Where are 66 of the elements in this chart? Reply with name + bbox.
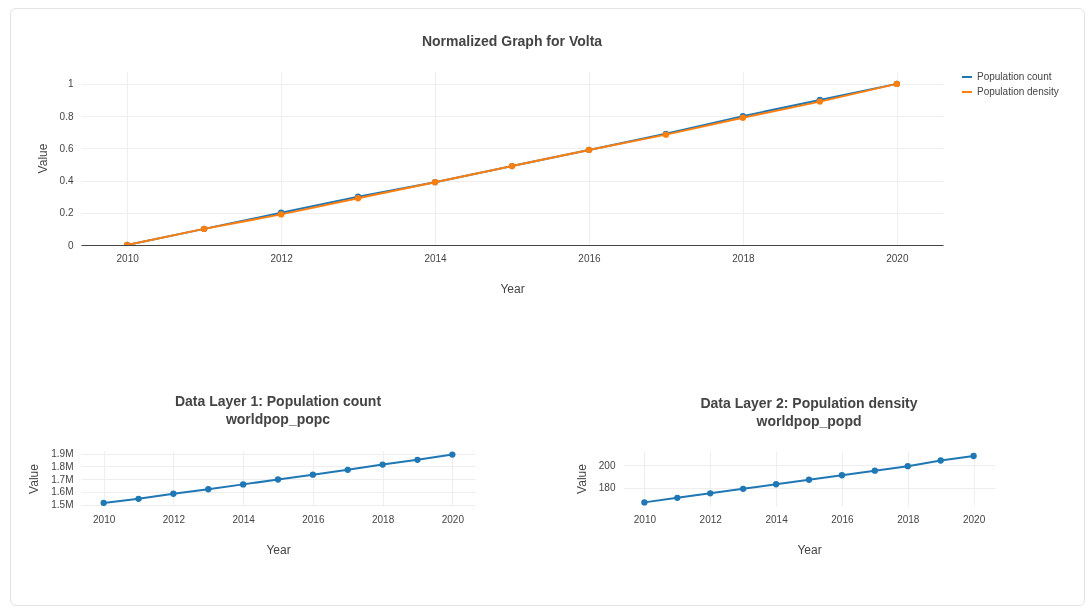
point <box>309 471 317 478</box>
x-tick-label: 2018 <box>732 252 755 264</box>
point <box>100 499 107 506</box>
point <box>937 457 944 464</box>
point <box>871 467 878 474</box>
x-tick-label: 2010 <box>116 252 140 264</box>
point <box>674 494 681 502</box>
y-tick-label: 180 <box>598 482 616 494</box>
y-tick-label: 0.2 <box>59 207 74 219</box>
chart-subtitle: worldpop_popc <box>224 410 331 427</box>
point <box>135 495 142 502</box>
point <box>414 456 421 463</box>
point <box>205 486 212 493</box>
x-axis-title: Year <box>500 281 525 296</box>
x-tick-label: 2020 <box>441 513 465 525</box>
point <box>707 490 714 497</box>
point <box>838 472 846 479</box>
x-tick-label: 2018 <box>897 513 920 525</box>
y-axis-title: Value <box>574 463 589 494</box>
chart-title: Normalized Graph for Volta <box>421 33 603 49</box>
point <box>239 481 247 488</box>
y-tick-label: 0.8 <box>59 110 74 122</box>
x-tick-label: 2020 <box>962 513 986 525</box>
point <box>805 476 813 483</box>
x-tick-label: 2012 <box>162 513 186 525</box>
y-axis-title: Value <box>27 463 42 494</box>
x-tick-label: 2012 <box>270 252 294 264</box>
x-tick-label: 2014 <box>424 252 448 264</box>
chart-subtitle: worldpop_popd <box>755 413 862 429</box>
y-tick-label: 1 <box>67 78 74 90</box>
chart-title: Data Layer 2: Population density <box>700 395 918 411</box>
legend-label: Population count <box>977 71 1052 82</box>
y-tick-label: 0 <box>67 239 74 251</box>
y-axis-title: Value <box>35 143 50 174</box>
y-tick-label: 0.4 <box>59 175 74 187</box>
x-axis-title: Year <box>797 542 822 557</box>
x-tick-label: 2018 <box>371 513 395 525</box>
y-tick-label: 1.5M <box>51 499 74 511</box>
y-tick-label: 0.6 <box>59 142 74 154</box>
point <box>274 476 282 483</box>
y-tick-label: 200 <box>598 459 616 471</box>
point <box>641 499 648 506</box>
x-tick-label: 2014 <box>232 513 256 525</box>
point <box>170 490 177 497</box>
y-tick-label: 1.7M <box>51 473 74 485</box>
point <box>904 463 911 470</box>
x-tick-label: 2014 <box>765 513 789 525</box>
x-axis-title: Year <box>266 542 291 557</box>
y-tick-label: 1.9M <box>51 448 74 460</box>
y-tick-label: 1.6M <box>51 486 74 498</box>
point <box>772 481 780 488</box>
x-tick-label: 2020 <box>886 252 909 264</box>
y-tick-label: 1.8M <box>51 460 74 472</box>
x-tick-label: 2012 <box>699 513 723 525</box>
point <box>970 452 977 460</box>
x-tick-label: 2016 <box>302 513 325 525</box>
point <box>344 466 351 473</box>
x-tick-label: 2010 <box>633 513 657 525</box>
point <box>449 451 456 458</box>
x-tick-label: 2016 <box>831 513 854 525</box>
chart-title: Data Layer 1: Population count <box>174 392 382 409</box>
legend-label: Population density <box>977 86 1059 97</box>
x-tick-label: 2016 <box>578 252 602 264</box>
x-tick-label: 2010 <box>93 513 116 525</box>
point <box>740 485 747 492</box>
point <box>379 461 386 468</box>
